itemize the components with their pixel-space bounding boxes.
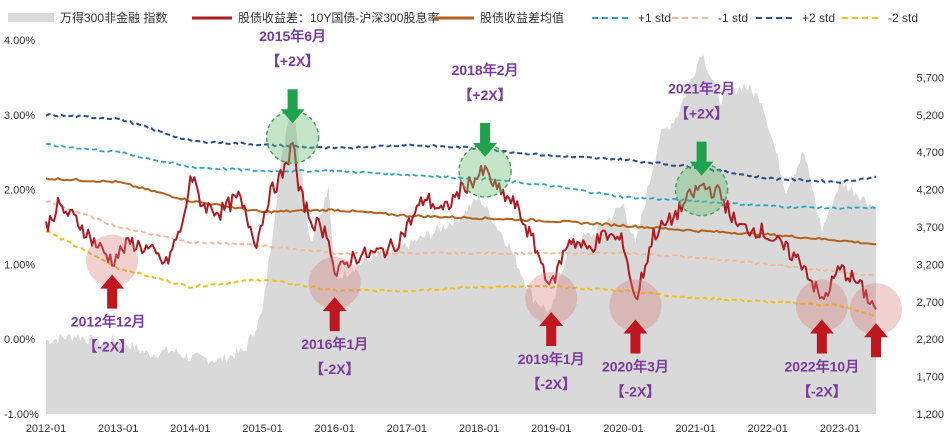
annotation-date-label: 2012年12月	[71, 314, 146, 330]
x-tick-label: 2014-01	[170, 423, 210, 435]
annotation-tag-label: 【-2X】	[310, 361, 360, 377]
x-tick-label: 2013-01	[98, 423, 138, 435]
y-left-tick-label: 1.00%	[4, 259, 35, 271]
annotation-tag-label: 【-2X】	[611, 384, 661, 400]
series-m2-line	[45, 230, 877, 318]
y-right-tick-label: 5,200	[916, 110, 944, 122]
legend-label-mean: 股债收益差均值	[480, 10, 564, 25]
y-right-tick-label: 3,700	[916, 222, 944, 234]
y-right-tick-label: 2,200	[916, 334, 944, 346]
annotation-circle	[308, 257, 361, 310]
legend-label-index: 万得300非金融 指数	[60, 10, 167, 25]
legend-label-m1: -1 std	[718, 11, 748, 25]
annotation-date-label: 2019年1月	[518, 351, 585, 367]
annotation-tag-label: 【-2X】	[526, 376, 576, 392]
x-tick-label: 2021-01	[675, 423, 715, 435]
x-tick-label: 2017-01	[387, 423, 427, 435]
legend: 万得300非金融 指数 股债收益差：10Y国债-沪深300股息率 股债收益差均值 +1…	[8, 10, 918, 25]
y-right-tick-label: 4,200	[916, 185, 944, 197]
arrow-up-icon	[864, 323, 888, 358]
arrow-down-icon	[689, 141, 714, 176]
y-right-tick-label: 4,700	[916, 147, 944, 159]
legend-swatch-index	[8, 13, 54, 22]
y-left-tick-label: -1.00%	[4, 409, 39, 421]
x-tick-label: 2022-01	[748, 423, 788, 435]
series-p1-line	[45, 142, 877, 211]
arrow-up-icon	[809, 319, 834, 354]
annotation-circle	[850, 283, 902, 336]
annotation-date-label: 2021年2月	[668, 81, 735, 97]
annotation-circle	[795, 279, 848, 332]
x-tick-label: 2015-01	[242, 423, 282, 435]
y-right-tick-label: 5,700	[916, 72, 944, 84]
legend-label-p1: +1 std	[638, 11, 671, 25]
arrow-up-icon	[322, 297, 347, 332]
x-tick-label: 2023-01	[820, 423, 860, 435]
annotation-date-label: 2016年1月	[301, 336, 368, 352]
x-tick-label: 2018-01	[459, 423, 499, 435]
arrow-up-icon	[100, 274, 125, 309]
series-mean-line	[45, 177, 877, 246]
index-area-layer	[46, 55, 876, 414]
arrow-up-icon	[623, 319, 648, 354]
annotation-date-label: 2015年6月	[259, 28, 326, 44]
arrow-down-icon	[473, 122, 498, 157]
annotation-tag-label: 【+2X】	[266, 53, 319, 69]
x-tick-label: 2019-01	[531, 423, 571, 435]
y-left-tick-label: 0.00%	[4, 334, 35, 346]
annotation-tag-label: 【+2X】	[458, 87, 511, 103]
annotation-circle	[609, 279, 662, 332]
annotations-layer: 2012年12月【-2X】2015年6月【+2X】2016年1月【-2X】201…	[71, 28, 902, 400]
annotation-tag-label: 【-2X】	[83, 339, 133, 355]
annotation-date-label: 2018年2月	[452, 62, 519, 78]
annotation-tag-label: 【+2X】	[675, 106, 728, 122]
legend-label-spread: 股债收益差：10Y国债-沪深300股息率	[238, 10, 439, 25]
annotation-tag-label: 【-2X】	[797, 384, 847, 400]
legend-label-m2: -2 std	[888, 11, 918, 25]
series-index-area	[46, 55, 876, 414]
annotation-circle	[525, 272, 578, 325]
y-right-tick-label: 1,700	[916, 372, 944, 384]
series-p2-line	[45, 113, 876, 184]
y-left-tick-label: 3.00%	[4, 110, 35, 122]
legend-label-p2: +2 std	[802, 11, 835, 25]
y-right-tick-label: 2,700	[916, 297, 944, 309]
annotation-date-label: 2022年10月	[785, 359, 860, 375]
y-left-tick-label: 2.00%	[4, 185, 35, 197]
arrow-down-icon	[280, 89, 305, 124]
annotation-date-label: 2020年3月	[602, 359, 669, 375]
axes-layer: -1.00% 0.00% 1.00% 2.00% 3.00% 4.00% 1,200 1,70…	[4, 35, 944, 435]
y-right-tick-label: 3,200	[916, 259, 944, 271]
arrow-up-icon	[539, 312, 564, 347]
annotation-circle	[86, 234, 139, 287]
x-tick-label: 2012-01	[26, 423, 66, 435]
x-tick-label: 2020-01	[603, 423, 643, 435]
y-left-tick-label: 4.00%	[4, 35, 35, 47]
x-tick-label: 2016-01	[315, 423, 355, 435]
y-right-tick-label: 1,200	[916, 409, 944, 421]
